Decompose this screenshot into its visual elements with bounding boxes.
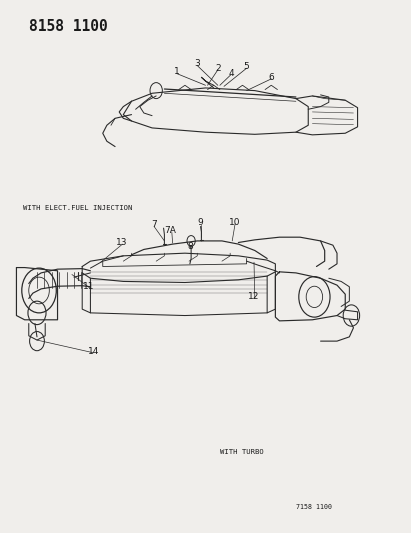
Text: 14: 14	[88, 348, 99, 356]
Text: 1: 1	[174, 68, 180, 76]
Text: 4: 4	[228, 69, 234, 77]
Text: 7A: 7A	[165, 226, 176, 235]
Text: 3: 3	[194, 60, 200, 68]
Text: 12: 12	[248, 293, 260, 301]
Text: 6: 6	[268, 73, 274, 82]
Text: WITH TURBO: WITH TURBO	[220, 449, 263, 455]
Text: 13: 13	[115, 238, 127, 247]
Text: 9: 9	[198, 219, 203, 227]
Text: 8: 8	[187, 242, 193, 251]
Text: 10: 10	[229, 218, 240, 227]
Text: 11: 11	[83, 282, 94, 291]
Text: 8158 1100: 8158 1100	[29, 19, 108, 34]
Text: WITH ELECT.FUEL INJECTION: WITH ELECT.FUEL INJECTION	[23, 205, 132, 211]
Text: 5: 5	[244, 62, 249, 71]
Text: 7: 7	[151, 221, 157, 229]
Text: 7158 1100: 7158 1100	[296, 504, 332, 510]
Text: 2: 2	[215, 64, 221, 72]
